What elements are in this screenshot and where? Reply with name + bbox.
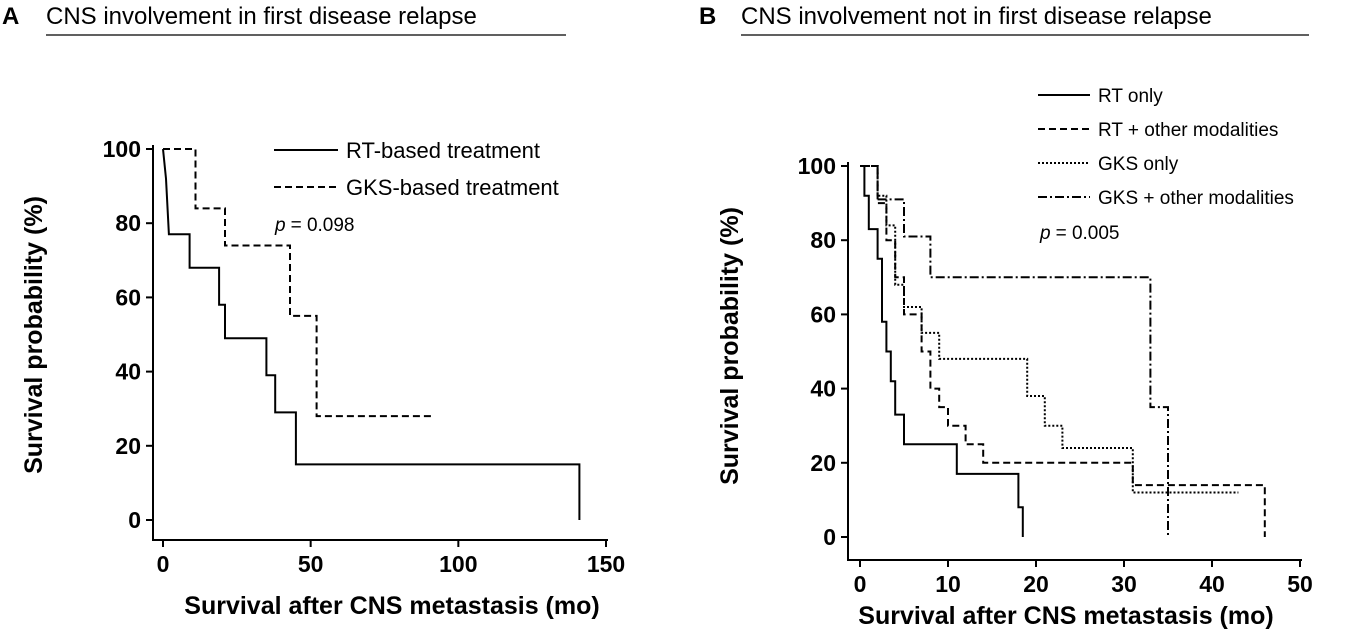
panel-b-legend: RT only RT + other modalities GKS only G…: [1038, 86, 1294, 209]
y-tick-label: 80: [115, 210, 141, 236]
x-tick-label: 100: [439, 551, 477, 577]
panel-b-legend-label-rt-only: RT only: [1098, 86, 1163, 107]
panel-a-title: CNS involvement in first disease relapse: [46, 3, 477, 30]
panel-b: B CNS involvement not in first disease r…: [699, 3, 1313, 630]
panel-a-p-number: = 0.098: [291, 215, 355, 236]
panel-a-series-gks-based: [163, 148, 435, 418]
x-tick-label: 50: [298, 551, 324, 577]
panel-b-p-symbol: p: [1039, 223, 1051, 244]
panel-a-legend: RT-based treatment GKS-based treatment: [274, 138, 559, 200]
panel-b-legend-label-gks-other: GKS + other modalities: [1098, 188, 1294, 209]
panel-a-p-value: p = 0.098: [274, 215, 355, 236]
panel-a-y-axis-label: Survival probability (%): [20, 196, 48, 474]
panel-a: A CNS involvement in first disease relap…: [2, 3, 625, 620]
y-tick-label: 80: [810, 227, 836, 253]
panel-b-axes: [847, 162, 1302, 561]
x-tick-label: 0: [854, 571, 867, 597]
y-tick-label: 60: [810, 301, 836, 327]
panel-a-letter: A: [2, 3, 19, 30]
panel-a-x-axis-label: Survival after CNS metastasis (mo): [184, 592, 599, 620]
panel-b-y-axis-label: Survival probability (%): [716, 207, 744, 485]
panel-b-p-number: = 0.005: [1056, 223, 1120, 244]
panel-b-series-rt-only: [860, 165, 1024, 537]
y-tick-label: 60: [115, 284, 141, 310]
x-tick-label: 150: [587, 551, 625, 577]
panel-a-series-rt-based: [162, 148, 581, 520]
panel-b-series-rt-other: [860, 165, 1266, 537]
x-tick-label: 0: [157, 551, 170, 577]
y-tick-label: 0: [128, 507, 141, 533]
x-tick-label: 30: [1111, 571, 1137, 597]
y-tick-label: 20: [115, 433, 141, 459]
panel-a-p-symbol: p: [274, 215, 286, 236]
panel-b-series-gks-other: [860, 165, 1169, 537]
y-tick-label: 100: [798, 153, 836, 179]
y-tick-label: 40: [810, 376, 836, 402]
panel-b-x-ticks: 0 10 20 30 40 50: [854, 560, 1313, 597]
panel-a-y-ticks: 0 20 40 60 80 100: [103, 136, 153, 533]
x-tick-label: 40: [1199, 571, 1225, 597]
panel-b-legend-label-gks-only: GKS only: [1098, 154, 1179, 175]
panel-b-y-ticks: 0 20 40 60 80 100: [798, 153, 848, 550]
panel-b-series-gks-only: [860, 165, 1239, 494]
x-tick-label: 10: [935, 571, 961, 597]
panel-b-x-axis-label: Survival after CNS metastasis (mo): [858, 602, 1273, 630]
panel-b-letter: B: [699, 3, 716, 30]
y-tick-label: 40: [115, 359, 141, 385]
x-tick-label: 20: [1023, 571, 1049, 597]
y-tick-label: 20: [810, 450, 836, 476]
y-tick-label: 100: [103, 136, 141, 162]
panel-b-title: CNS involvement not in first disease rel…: [741, 3, 1212, 30]
panel-a-axes: [152, 145, 608, 541]
panel-b-legend-label-rt-other: RT + other modalities: [1098, 120, 1278, 141]
panel-a-legend-label-gks: GKS-based treatment: [346, 175, 559, 200]
x-tick-label: 50: [1287, 571, 1313, 597]
panel-b-p-value: p = 0.005: [1039, 223, 1120, 244]
panel-a-x-ticks: 0 50 100 150: [157, 540, 625, 577]
y-tick-label: 0: [823, 524, 836, 550]
panel-a-legend-label-rt: RT-based treatment: [346, 138, 540, 163]
